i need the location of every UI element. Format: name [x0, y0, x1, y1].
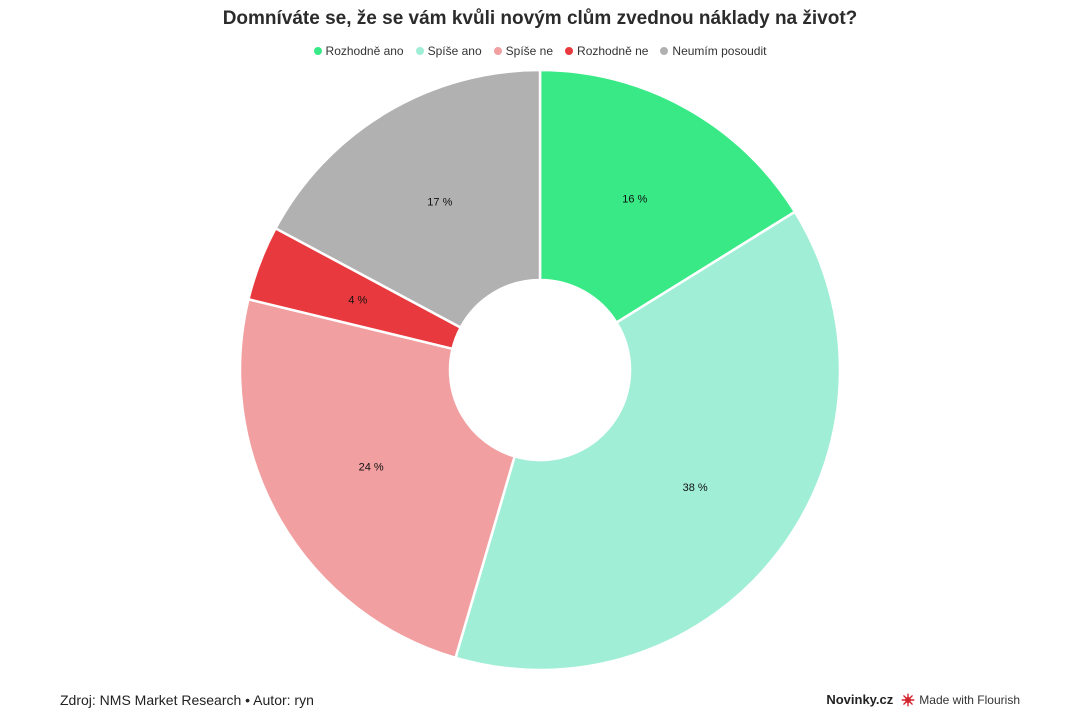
- legend-label: Spíše ano: [427, 44, 482, 58]
- slice-data-label: 17 %: [427, 197, 452, 209]
- legend-swatch: [415, 47, 424, 55]
- legend-label: Spíše ne: [505, 44, 554, 58]
- chart-legend: Rozhodně ano Spíše ano Spíše ne Rozhodně…: [0, 44, 1080, 58]
- legend-label: Rozhodně ano: [325, 44, 404, 58]
- flourish-label: Made with Flourish: [919, 692, 1020, 707]
- donut-slices: [238, 68, 842, 672]
- legend-swatch: [313, 47, 322, 55]
- legend-item-neumim-posoudit[interactable]: Neumím posoudit: [660, 44, 766, 58]
- legend-swatch: [660, 47, 669, 55]
- legend-item-rozhodne-ne[interactable]: Rozhodně ne: [565, 44, 648, 58]
- legend-label: Rozhodně ne: [577, 44, 649, 58]
- footer-brand: Novinky.cz Made with Flourish: [826, 692, 1020, 707]
- donut-slice-labels: 16 % 38 % 24 % 4 % 17 %: [348, 194, 708, 494]
- donut-slice-rozhodne-ano[interactable]: [538, 68, 797, 325]
- legend-swatch: [565, 47, 574, 55]
- flourish-badge[interactable]: Made with Flourish: [901, 693, 1020, 707]
- slice-data-label: 24 %: [359, 462, 384, 474]
- slice-data-label: 16 %: [622, 194, 647, 206]
- footer-source: Zdroj: NMS Market Research • Autor: ryn: [60, 692, 314, 708]
- legend-item-rozhodne-ano[interactable]: Rozhodně ano: [313, 44, 404, 58]
- legend-item-spise-ano[interactable]: Spíše ano: [415, 44, 482, 58]
- brand-name[interactable]: Novinky.cz: [826, 692, 894, 707]
- slice-data-label: 4 %: [348, 294, 367, 306]
- donut-slice-neumim-posoudit[interactable]: [273, 68, 542, 330]
- flourish-logo-icon: [901, 693, 915, 706]
- donut-slice-spise-ne[interactable]: [238, 297, 517, 660]
- legend-label: Neumím posoudit: [672, 44, 767, 58]
- legend-swatch: [493, 47, 502, 55]
- chart-title: Domníváte se, že se vám kvůli novým clům…: [222, 8, 858, 29]
- donut-slice-spise-ano[interactable]: [453, 210, 842, 672]
- slice-data-label: 38 %: [683, 482, 708, 494]
- legend-item-spise-ne[interactable]: Spíše ne: [493, 44, 554, 58]
